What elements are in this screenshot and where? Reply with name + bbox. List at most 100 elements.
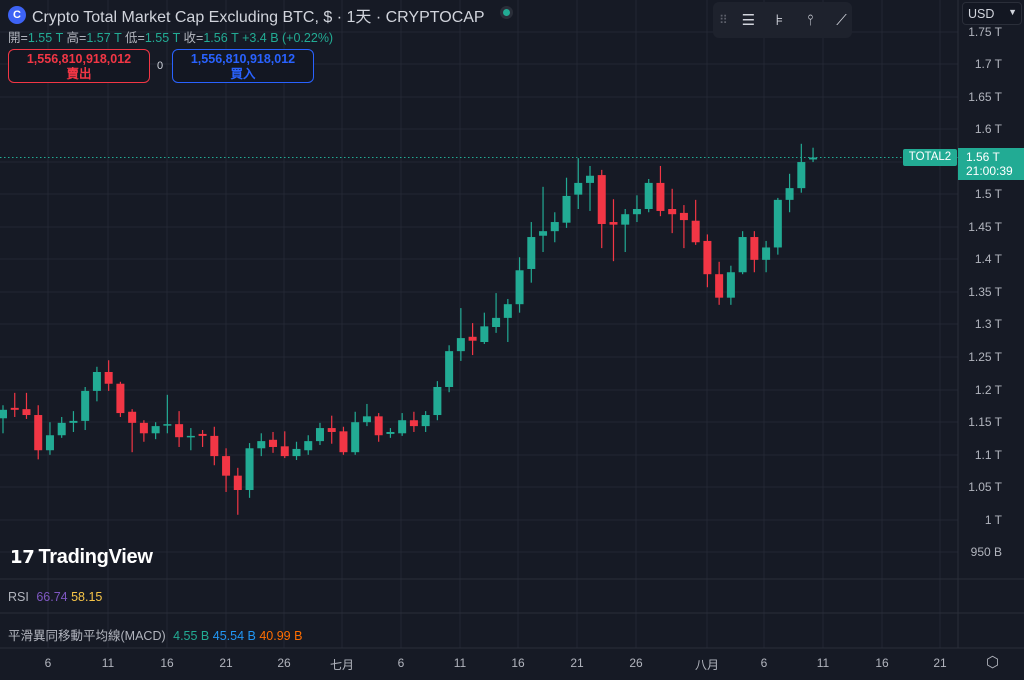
candle[interactable] (233, 467, 242, 515)
candle[interactable] (726, 265, 735, 305)
candle[interactable] (668, 188, 677, 234)
candle[interactable] (527, 222, 536, 283)
candle[interactable] (351, 411, 360, 455)
candle[interactable] (539, 186, 548, 253)
candle-body (304, 441, 313, 451)
candle[interactable] (433, 381, 442, 421)
candle[interactable] (644, 179, 653, 213)
candle[interactable] (22, 392, 31, 419)
candle[interactable] (809, 147, 818, 163)
candle[interactable] (128, 409, 137, 453)
fib-icon[interactable]: ⊧ (775, 12, 784, 29)
price-tick: 1.3 T (974, 317, 1002, 331)
candle[interactable] (304, 435, 313, 455)
candle[interactable] (715, 261, 724, 305)
candle[interactable] (10, 392, 19, 417)
settings-gear-icon[interactable]: ⬡ (986, 654, 1000, 671)
candle[interactable] (104, 360, 113, 391)
buy-label: 買入 (230, 67, 256, 81)
rsi-legend[interactable]: RSI 66.74 58.15 (8, 590, 102, 604)
candle[interactable] (222, 448, 231, 492)
candle[interactable] (92, 366, 101, 402)
candle[interactable] (175, 411, 184, 447)
candle[interactable] (445, 345, 454, 393)
macd-signal-value: 40.99 B (259, 629, 303, 643)
candle[interactable] (245, 443, 254, 498)
candle[interactable] (609, 199, 618, 262)
candle[interactable] (421, 411, 430, 432)
candle[interactable] (468, 323, 477, 356)
candle[interactable] (503, 298, 512, 343)
trend-line-icon[interactable]: ⟋ (836, 11, 847, 29)
candle[interactable] (456, 308, 465, 361)
candle-body (374, 416, 383, 436)
candle[interactable] (69, 411, 78, 432)
vertical-pin-icon[interactable]: ⫯ (807, 11, 814, 29)
candle-body (644, 182, 653, 209)
candle[interactable] (550, 212, 559, 243)
candle[interactable] (621, 208, 630, 253)
candle[interactable] (34, 405, 43, 460)
candle[interactable] (398, 413, 407, 436)
time-tick: 七月 (329, 658, 355, 672)
candle[interactable] (315, 422, 324, 446)
candle[interactable] (562, 177, 571, 228)
candle[interactable] (0, 405, 7, 434)
horizontal-lines-icon[interactable]: ☰ (741, 12, 756, 29)
candle[interactable] (691, 199, 700, 245)
candle[interactable] (292, 441, 301, 461)
candle[interactable] (409, 411, 418, 432)
spread-value: 0 (157, 60, 164, 72)
candle-body (809, 157, 818, 160)
candle[interactable] (257, 433, 266, 457)
candle[interactable] (492, 293, 501, 333)
candle[interactable] (280, 431, 289, 459)
candle[interactable] (597, 169, 606, 249)
candle[interactable] (703, 234, 712, 288)
candle-body (550, 222, 559, 232)
candle-body (139, 422, 148, 434)
candle[interactable] (750, 231, 759, 273)
candle[interactable] (656, 165, 665, 217)
candle[interactable] (386, 428, 395, 438)
candle[interactable] (574, 158, 583, 209)
candle-body (198, 433, 207, 436)
macd-legend[interactable]: 平滑異同移動平均線(MACD) 4.55 B 45.54 B 40.99 B (8, 625, 302, 644)
currency-select[interactable]: USD ▼ (962, 2, 1022, 25)
candle[interactable] (362, 403, 371, 427)
candle[interactable] (81, 386, 90, 431)
candle-body (586, 175, 594, 183)
candle-body (10, 407, 19, 410)
candle[interactable] (762, 240, 771, 273)
candle[interactable] (515, 257, 524, 313)
candle-body (362, 416, 371, 423)
candle[interactable] (163, 394, 172, 434)
candle[interactable] (116, 381, 125, 417)
symbol-header[interactable]: C Crypto Total Market Cap Excluding BTC,… (8, 3, 485, 27)
tradingview-logo[interactable]: 𝟭𝟳 TradingView (10, 546, 153, 569)
candle[interactable] (738, 231, 747, 275)
candle[interactable] (632, 195, 641, 223)
candle[interactable] (57, 416, 66, 438)
candle[interactable] (139, 420, 148, 442)
candle[interactable] (151, 422, 160, 440)
candle[interactable] (480, 312, 489, 344)
candle[interactable] (186, 428, 195, 451)
candle[interactable] (339, 426, 348, 455)
buy-button[interactable]: 1,556,810,918,012 買入 (172, 49, 314, 83)
candle[interactable] (785, 173, 794, 213)
candle[interactable] (45, 422, 54, 455)
candle[interactable] (773, 197, 782, 255)
candle[interactable] (269, 431, 278, 453)
candle[interactable] (679, 205, 688, 249)
price-tick: 1 T (984, 513, 1002, 527)
candle[interactable] (198, 430, 207, 447)
candle[interactable] (374, 413, 383, 442)
candle[interactable] (210, 426, 219, 466)
sell-button[interactable]: 1,556,810,918,012 賣出 (8, 49, 150, 83)
drag-handle-icon[interactable]: ⠿ (719, 13, 728, 27)
candle[interactable] (327, 415, 336, 444)
candle[interactable] (586, 165, 594, 211)
candle[interactable] (797, 143, 806, 193)
